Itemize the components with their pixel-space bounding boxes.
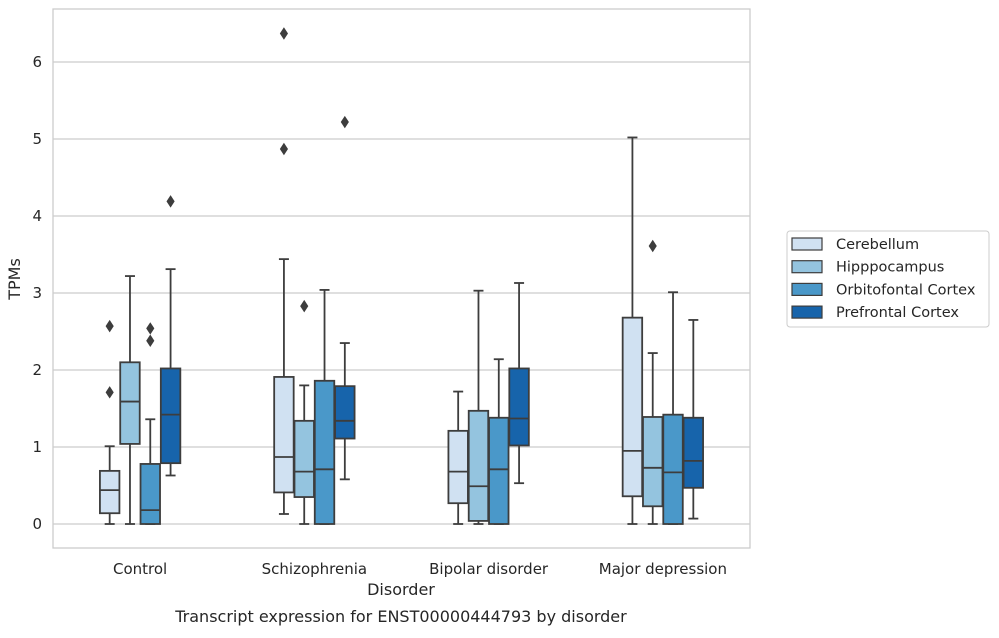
plot-frame <box>52 8 751 549</box>
box-plot <box>662 291 684 525</box>
box <box>119 361 141 445</box>
x-axis-title: Disorder <box>367 580 435 599</box>
outlier-marker <box>146 334 155 347</box>
box-plot <box>139 322 161 525</box>
box-plot <box>682 319 704 520</box>
legend-label: Hipppocampus <box>836 260 944 276</box>
outlier-marker <box>340 115 349 129</box>
y-tick-label: 5 <box>32 130 42 148</box>
outlier-marker <box>105 319 114 333</box>
box-plot <box>621 136 644 525</box>
box <box>642 416 664 508</box>
box <box>313 379 336 525</box>
y-tick-label: 2 <box>32 361 42 379</box>
legend-label: Cerebellum <box>836 237 919 253</box>
x-tick-labels: Control Schizophrenia Bipolar disorder Majo… <box>113 560 727 578</box>
box <box>159 367 182 465</box>
box <box>662 413 684 525</box>
legend-label: Orbitofontal Cortex <box>836 282 976 298</box>
box <box>621 316 644 498</box>
box <box>139 463 161 525</box>
box-plot <box>508 282 530 485</box>
outlier-marker <box>166 195 175 208</box>
box <box>508 367 530 447</box>
box <box>447 429 469 505</box>
box <box>293 419 315 498</box>
y-axis-title: TPMs <box>5 258 24 301</box>
box <box>467 409 490 522</box>
y-tick-label: 4 <box>32 207 42 225</box>
x-tick-label: Control <box>113 560 167 578</box>
y-tick-label: 3 <box>32 284 42 302</box>
y-tick-label: 1 <box>32 438 42 456</box>
legend-swatch <box>791 260 823 274</box>
chart-caption: Transcript expression for ENST0000044479… <box>174 607 627 626</box>
box-plot <box>334 115 356 481</box>
box-plot <box>467 289 490 525</box>
legend: Cerebellum Hipppocampus Orbitofontal Corte… <box>786 230 990 328</box>
outlier-marker <box>279 142 289 156</box>
outlier-marker <box>105 386 114 399</box>
box-plot <box>159 195 182 477</box>
box-plots <box>99 27 704 525</box>
box-plot <box>273 27 295 515</box>
legend-frame <box>786 230 990 328</box>
legend-label: Prefrontal Cortex <box>836 305 959 321</box>
outlier-marker <box>279 27 289 40</box>
y-tick-labels: 0 1 2 3 4 5 6 <box>32 53 42 533</box>
box <box>334 385 356 440</box>
box-plot <box>642 239 664 525</box>
box <box>488 416 510 525</box>
box-plot <box>488 358 510 525</box>
x-tick-label: Major depression <box>599 560 727 578</box>
box-plot <box>447 390 469 525</box>
x-tick-label: Schizophrenia <box>262 560 367 578</box>
outlier-marker <box>300 299 309 313</box>
box <box>99 469 121 515</box>
y-tick-label: 6 <box>32 53 42 71</box>
box-plot <box>293 299 315 525</box>
y-tick-label: 0 <box>32 515 42 533</box>
box-plot <box>99 319 121 525</box>
box-plot <box>313 289 336 525</box>
box <box>273 376 295 494</box>
box <box>682 416 704 489</box>
legend-swatch <box>791 282 823 296</box>
x-tick-label: Bipolar disorder <box>429 560 549 578</box>
outlier-marker <box>146 322 155 335</box>
box-plot <box>119 275 141 525</box>
outlier-marker <box>648 239 657 253</box>
legend-swatch <box>791 305 823 319</box>
legend-swatch <box>791 237 823 251</box>
